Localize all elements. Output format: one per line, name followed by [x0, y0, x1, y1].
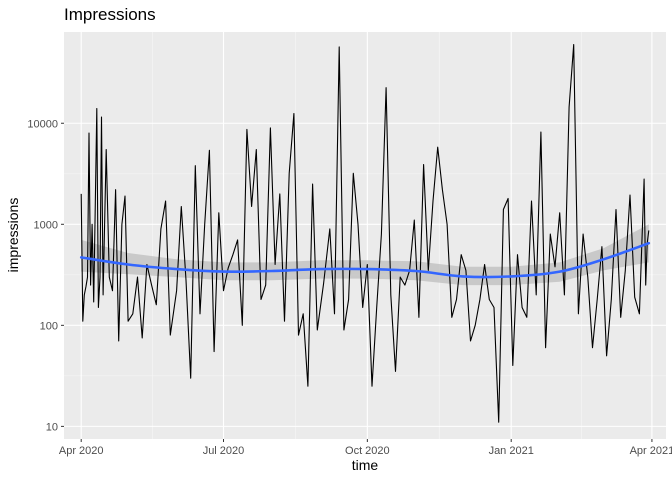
y-axis: 10 100 1000 10000 [27, 118, 64, 433]
y-axis-title: impressions [5, 198, 21, 273]
x-axis-title: time [352, 457, 379, 473]
chart-title: Impressions [64, 5, 156, 24]
confidence-band [81, 224, 649, 286]
y-tick-label: 1000 [34, 219, 58, 231]
y-tick-label: 10 [46, 421, 58, 433]
smooth-trend-line [79, 241, 651, 279]
y-tick-label: 100 [40, 320, 58, 332]
plot-panel [64, 32, 666, 439]
y-tick-label: 10000 [27, 118, 58, 130]
x-tick-label: Apr 2020 [59, 445, 104, 457]
x-tick-label: Jul 2020 [203, 445, 245, 457]
smooth-line-layer [79, 241, 651, 279]
x-tick-label: Apr 2021 [630, 445, 672, 457]
x-tick-label: Oct 2020 [345, 445, 390, 457]
impressions-line-layer [80, 44, 650, 423]
confidence-band-layer [81, 224, 649, 286]
x-axis: Apr 2020 Jul 2020 Oct 2020 Jan 2021 Apr 2021 [59, 439, 672, 457]
x-tick-label: Jan 2021 [489, 445, 534, 457]
impressions-line [80, 44, 650, 423]
